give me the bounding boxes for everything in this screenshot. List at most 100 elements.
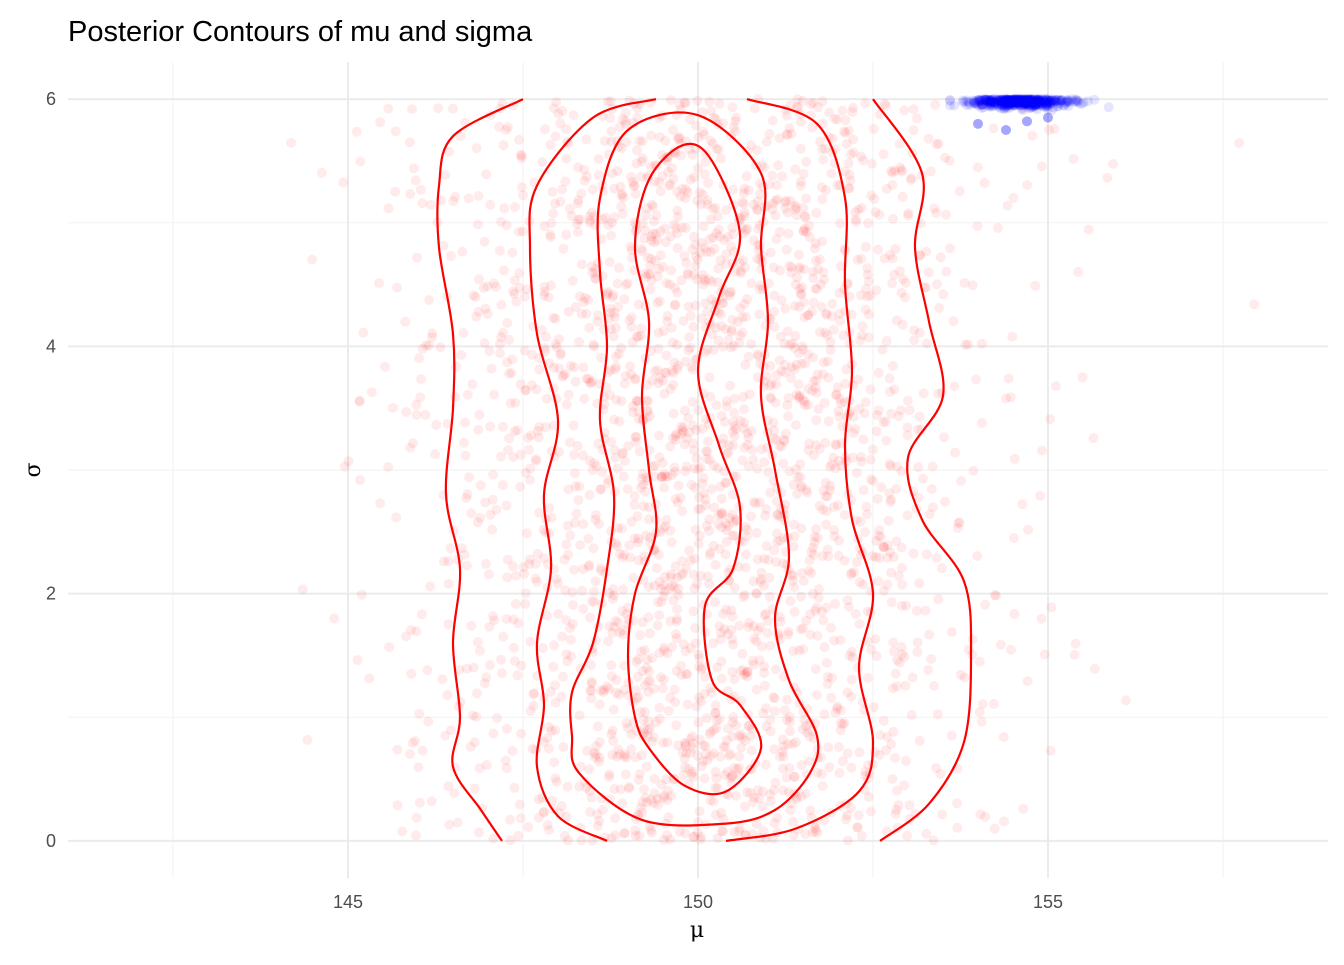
posterior-point [854,619,865,629]
posterior-point [656,583,667,594]
posterior-point [584,322,595,333]
posterior-point [541,332,551,342]
posterior-point [700,156,711,167]
blue-sample-point [987,94,998,105]
posterior-point [563,835,573,846]
posterior-point [881,435,892,446]
posterior-point [523,432,533,443]
posterior-point [755,622,766,633]
posterior-point [515,379,526,390]
posterior-point [900,680,911,691]
posterior-point [561,649,572,660]
blue-sample-point [1001,98,1012,109]
posterior-point [698,756,709,767]
posterior-point [693,132,704,143]
posterior-point [641,530,651,541]
posterior-point [475,480,486,491]
posterior-point [653,327,664,338]
posterior-point [408,438,418,449]
posterior-point [447,103,458,114]
posterior-point [889,269,900,280]
blue-sample-point [971,95,982,106]
blue-sample-point [1009,100,1020,111]
posterior-point [813,264,824,275]
posterior-point [895,162,905,173]
posterior-point [789,606,800,617]
posterior-point [929,680,939,691]
posterior-point [703,178,713,188]
blue-sample-point [981,95,992,106]
posterior-point [621,137,632,147]
blue-sample-point [1020,94,1031,105]
posterior-point [604,621,615,632]
posterior-point [661,237,671,248]
posterior-point [636,482,646,493]
posterior-point [652,271,663,282]
posterior-point [724,290,735,301]
blue-sample-point [1026,97,1037,108]
posterior-point [608,290,619,300]
posterior-point [874,552,885,563]
blue-sample-point [1047,95,1057,106]
contour-loop [569,111,820,827]
posterior-point [887,167,898,178]
posterior-point [662,311,673,321]
blue-sample-point [983,100,994,111]
posterior-point [729,421,740,432]
posterior-point [653,549,664,560]
posterior-point [818,357,829,368]
posterior-point [678,422,689,433]
posterior-point [710,202,721,213]
blue-sample-point [1029,100,1040,111]
posterior-point [604,390,615,401]
x-tick-label: 145 [333,892,363,912]
posterior-point [980,599,991,610]
posterior-point [770,195,781,206]
posterior-point [593,310,603,321]
posterior-point [416,374,427,385]
posterior-point [557,105,568,116]
posterior-point [584,490,595,500]
blue-sample-point [1035,97,1046,108]
posterior-point [788,541,799,552]
posterior-point [842,748,853,759]
posterior-point [749,199,759,210]
blue-sample-point [1031,98,1042,109]
posterior-point [854,403,865,414]
posterior-point [914,578,925,589]
posterior-point [624,315,635,326]
posterior-point [631,395,642,406]
posterior-point [743,432,754,443]
blue-sample-point [1015,94,1026,105]
posterior-point [693,163,704,174]
posterior-point [702,344,713,355]
posterior-point [565,360,576,371]
blue-sample-point [1044,95,1055,106]
posterior-point [751,527,762,538]
posterior-point [617,552,628,563]
posterior-point [671,666,682,676]
posterior-point [712,662,723,673]
posterior-point [687,766,698,777]
posterior-point [660,471,671,482]
posterior-point [992,223,1003,233]
posterior-point [1077,372,1088,383]
posterior-point [858,579,868,590]
posterior-point [443,781,454,792]
blue-sample-point [1025,94,1036,105]
posterior-point [759,667,770,678]
posterior-point [624,782,635,792]
posterior-point [572,218,583,229]
posterior-point [800,829,811,839]
posterior-point [539,343,550,354]
posterior-point [561,124,572,135]
posterior-point [742,666,753,677]
posterior-point [759,680,770,691]
posterior-point [719,624,730,635]
posterior-point [561,539,572,550]
posterior-point [842,835,853,846]
posterior-point [799,223,810,234]
posterior-point [454,664,465,675]
posterior-point [797,95,808,106]
posterior-point [875,730,886,741]
